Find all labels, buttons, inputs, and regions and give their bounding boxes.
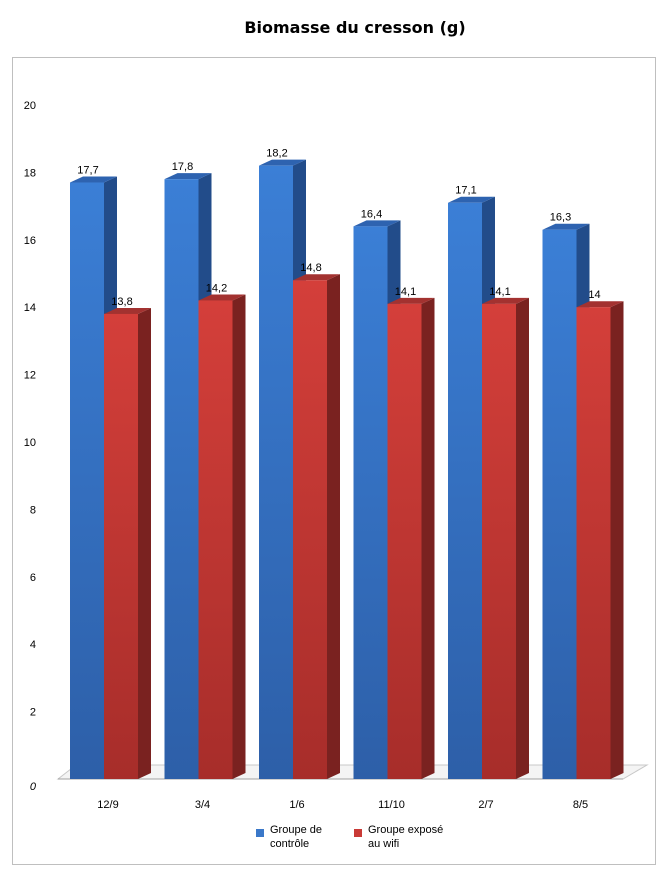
legend-label-wifi: Groupe exposé au wifi [368,824,444,850]
data-label: 17,8 [172,161,193,173]
bar-side [421,297,435,779]
bar-front [576,307,611,779]
x-tick-label: 2/7 [478,799,493,811]
bar-top [293,274,340,281]
bar-side [610,301,624,779]
legend-swatch-wifi [354,829,362,837]
bar-top [198,294,246,301]
bar-top [353,220,401,227]
y-tick-label: 20 [24,100,36,112]
y-tick-label: 12 [24,370,36,382]
bar-top [70,176,117,183]
plot-frame [12,57,656,865]
bar-wifi-5 [576,301,624,779]
chart-title: Biomasse du cresson (g) [244,18,466,37]
x-tick-label: 11/10 [378,799,405,811]
data-label: 18,2 [266,148,287,160]
bar-side [327,274,340,779]
y-tick-label: 4 [30,639,36,651]
bar-front [104,313,138,779]
y-tick-label: 10 [24,437,36,449]
bar-front [293,280,327,779]
y-tick-label: 0 [30,781,37,793]
bar-front [198,300,233,779]
x-tick-label: 1/6 [289,799,304,811]
data-label: 16,3 [550,212,571,224]
bars [70,159,624,780]
data-label: 14,2 [206,282,227,294]
bar-top [542,223,590,230]
data-label: 13,8 [111,296,132,308]
bar-front [259,165,293,779]
bar-wifi-1 [198,294,246,779]
bar-front [482,303,516,779]
bar-top [482,297,529,304]
data-label: 16,4 [361,208,382,220]
y-tick-label: 18 [24,167,36,179]
bar-top [104,307,151,314]
bar-top [448,196,495,203]
bar-front [353,226,388,779]
bar-top [164,173,212,180]
y-tick-label: 16 [24,235,36,247]
y-tick-label: 14 [24,302,36,314]
bar-top [576,301,624,308]
bar-top [387,297,435,304]
bar-wifi-2 [293,274,340,779]
bar-wifi-0 [104,307,151,779]
labels: 0 2 4 6 8 10 12 14 16 18 20 17,7 13,8 12/9 17,8 14,2 3/4… [24,100,601,811]
data-label: 14,1 [489,286,510,298]
y-tick-label: 2 [30,707,36,719]
legend-item-wifi: Groupe exposé au wifi [354,823,443,851]
y-tick-label: 6 [30,572,36,584]
legend-label-control: Groupe de contrôle [270,824,322,850]
bar-side [516,297,529,779]
data-label: 14,1 [395,286,416,298]
bar-side [138,307,151,779]
bar-side [232,294,246,779]
bar-front [448,202,482,780]
x-tick-label: 3/4 [195,799,210,811]
bar-front [387,303,422,779]
bar-front [164,179,199,779]
bar-wifi-4 [482,297,529,779]
bar-wifi-3 [387,297,435,779]
legend: Groupe de contrôle Groupe exposé au wifi [256,823,496,857]
data-label: 17,1 [455,185,476,197]
y-tick-label: 8 [30,504,36,516]
data-label: 14,8 [300,262,321,274]
bar-top [259,159,306,166]
bar-front [70,182,104,779]
bar-front [542,229,577,779]
data-label: 17,7 [77,165,98,177]
x-tick-label: 12/9 [97,799,118,811]
legend-swatch-control [256,829,264,837]
legend-item-control: Groupe de contrôle [256,823,322,851]
x-tick-label: 8/5 [573,799,588,811]
data-label: 14 [588,289,600,301]
